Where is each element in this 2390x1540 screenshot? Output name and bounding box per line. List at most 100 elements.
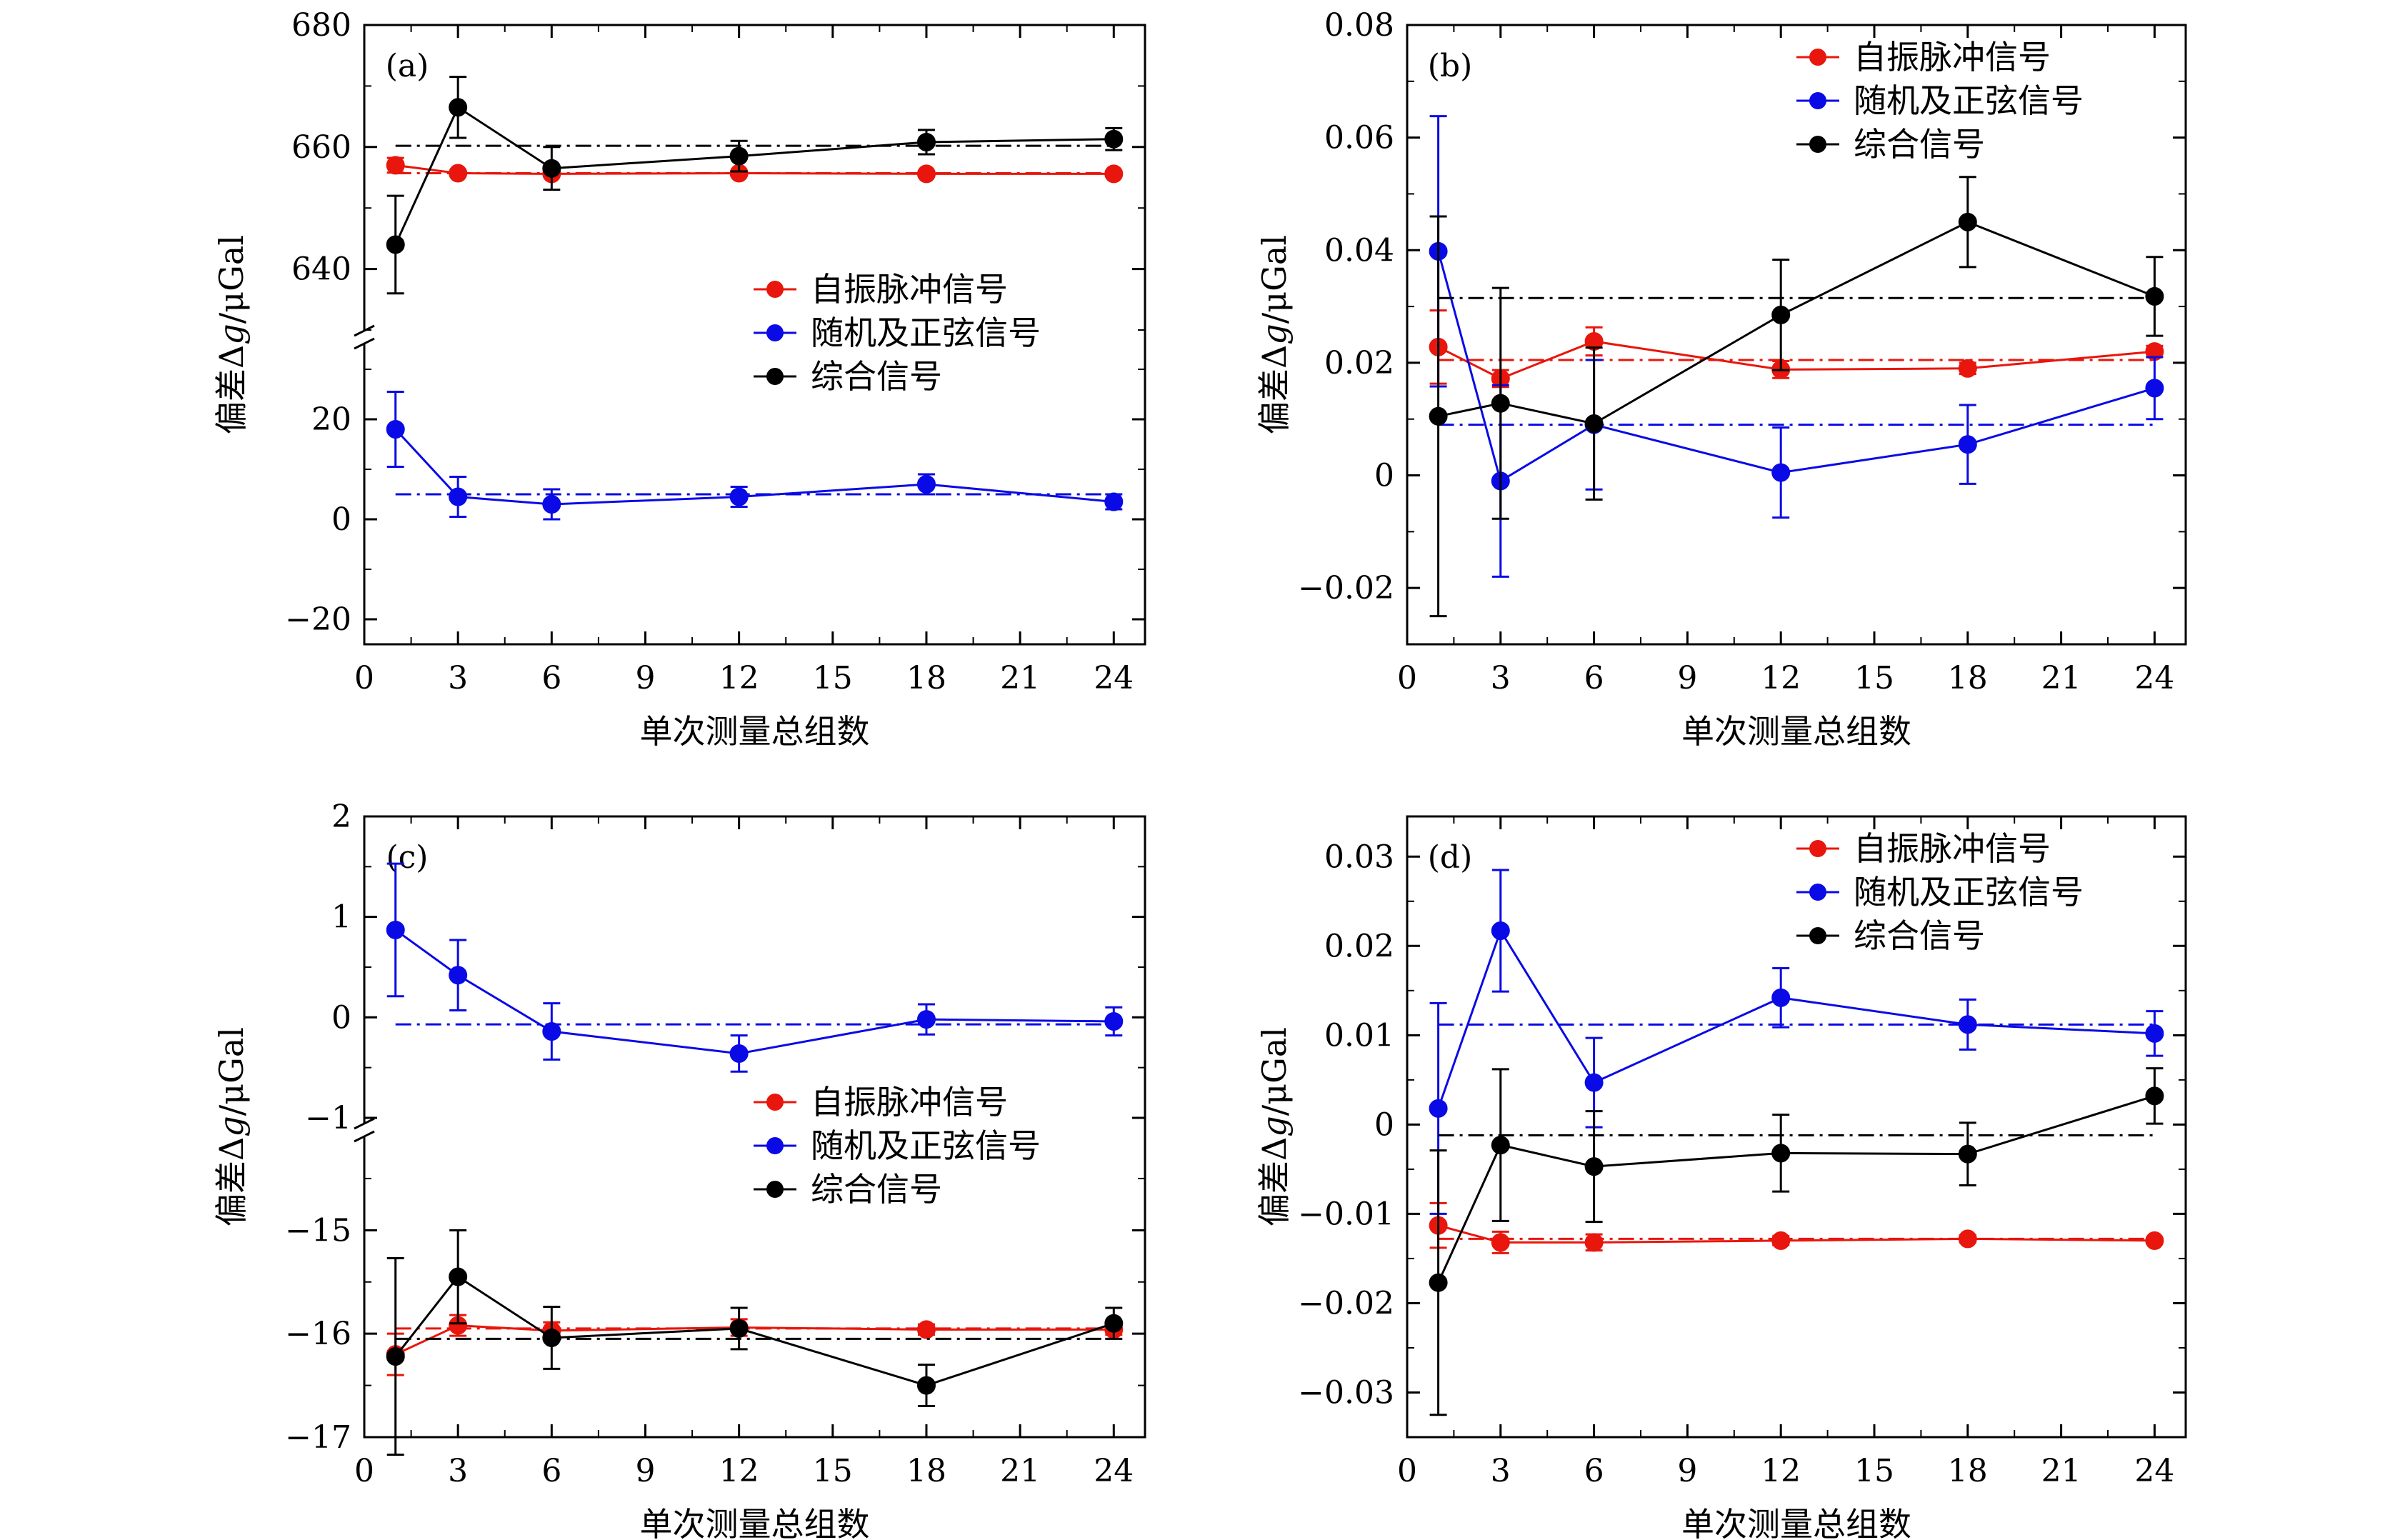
data-point (1104, 1011, 1124, 1031)
legend-label: 随机及正弦信号 (811, 314, 1041, 352)
data-point (449, 487, 468, 506)
x-tick-label: 12 (719, 1453, 759, 1489)
x-axis-title: 单次测量总组数 (640, 1505, 870, 1540)
x-tick-label: 18 (906, 660, 946, 696)
x-tick-label: 15 (1854, 660, 1894, 696)
y-axis-title-unit: /μGal (212, 1027, 251, 1116)
series-line (1437, 1094, 2155, 1284)
x-tick-label: 6 (541, 660, 561, 696)
y-tick-label: 0 (331, 501, 351, 538)
y-tick-label: 0.01 (1324, 1017, 1394, 1054)
data-point (449, 164, 468, 183)
data-point (386, 235, 405, 254)
x-tick-label: 9 (635, 1453, 655, 1489)
legend-label: 随机及正弦信号 (1854, 81, 2084, 120)
y-axis-title-unit: /μGal (212, 235, 251, 324)
x-tick-label: 12 (1761, 1453, 1801, 1489)
data-point (1584, 1157, 1604, 1176)
data-point (916, 1010, 936, 1029)
data-point (1104, 129, 1124, 149)
axis-break-mark (354, 1130, 375, 1143)
series-line (394, 106, 1114, 246)
data-point (2145, 379, 2164, 398)
data-point (916, 1320, 936, 1339)
data-point (1771, 988, 1791, 1007)
x-tick-label: 3 (448, 1453, 468, 1489)
y-tick-label: 0.03 (1324, 839, 1394, 875)
data-point (1958, 435, 1977, 454)
data-point (542, 1328, 561, 1347)
panel-b: 0 3 6 9 12 15 18 21 24 −0.02 0 0.02 0.04 0.06 0.08 (b) 单… (1255, 7, 2187, 751)
data-point (1958, 1015, 1977, 1034)
x-axis-title: 单次测量总组数 (1681, 1505, 1911, 1540)
data-point (1584, 414, 1604, 434)
legend-marker (1809, 49, 1826, 66)
data-point (542, 1022, 561, 1041)
axis-break-gap (360, 1123, 369, 1137)
data-point (1491, 1233, 1510, 1252)
data-point (1584, 1233, 1604, 1252)
x-tick-label: 6 (1584, 1453, 1604, 1489)
y-tick-label: 0.02 (1324, 928, 1394, 964)
x-tick-label: 9 (1677, 1453, 1697, 1489)
x-tick-label: 21 (2041, 1453, 2081, 1489)
data-point (916, 164, 936, 184)
data-point (1958, 359, 1977, 378)
series-2 (386, 76, 1124, 295)
data-point (386, 156, 405, 175)
legend-marker (766, 1094, 784, 1111)
y-tick-label: 660 (291, 129, 351, 166)
y-tick-label: −0.02 (1298, 570, 1394, 606)
axis-break-gap (360, 330, 369, 344)
series-line (394, 1275, 1114, 1387)
data-point (1771, 1144, 1791, 1163)
legend-label: 随机及正弦信号 (1854, 873, 2084, 911)
axis-break-mark (354, 1117, 375, 1130)
legend-label: 综合信号 (1854, 125, 1985, 164)
data-point (916, 475, 936, 494)
y-tick-label: −1 (305, 1100, 351, 1136)
data-point (1771, 305, 1791, 324)
y-tick-label: 2 (331, 799, 351, 835)
y-tick-label: 0.02 (1324, 345, 1394, 381)
data-point (1958, 212, 1977, 231)
data-point (729, 1319, 749, 1338)
legend-marker (1809, 884, 1826, 901)
panel-label: (c) (386, 839, 429, 876)
legend-label: 综合信号 (811, 357, 942, 396)
series-2 (386, 1229, 1124, 1456)
y-axis-title-main: 偏差Δ (1255, 345, 1294, 434)
legend-marker (766, 281, 784, 298)
data-point (1429, 406, 1448, 426)
y-axis-title-main: 偏差Δ (212, 1137, 251, 1226)
data-point (1491, 1136, 1510, 1155)
series-line (394, 929, 1114, 1055)
panel-label: (d) (1428, 839, 1473, 876)
x-tick-label: 9 (1677, 660, 1697, 696)
series-1 (386, 862, 1124, 1073)
data-point (449, 966, 468, 985)
data-point (729, 146, 749, 166)
data-point (729, 487, 749, 506)
y-tick-label: 0.08 (1324, 7, 1394, 44)
x-tick-label: 24 (1094, 1453, 1134, 1489)
y-tick-label: 680 (291, 7, 351, 44)
data-point (386, 420, 405, 439)
series-line (1437, 251, 2155, 483)
data-point (1584, 1073, 1604, 1092)
y-axis-title: 偏差Δg/μGal (1255, 235, 1294, 434)
data-point (916, 1376, 936, 1395)
x-tick-label: 12 (1761, 660, 1801, 696)
series-line (1437, 340, 2155, 380)
y-axis-title-unit: /μGal (1255, 235, 1294, 324)
series-1 (1429, 115, 2164, 578)
x-tick-label: 9 (635, 660, 655, 696)
data-point (542, 159, 561, 178)
data-point (916, 132, 936, 151)
x-axis-title: 单次测量总组数 (640, 712, 870, 751)
y-tick-label: −20 (285, 601, 351, 638)
data-point (1491, 394, 1510, 413)
